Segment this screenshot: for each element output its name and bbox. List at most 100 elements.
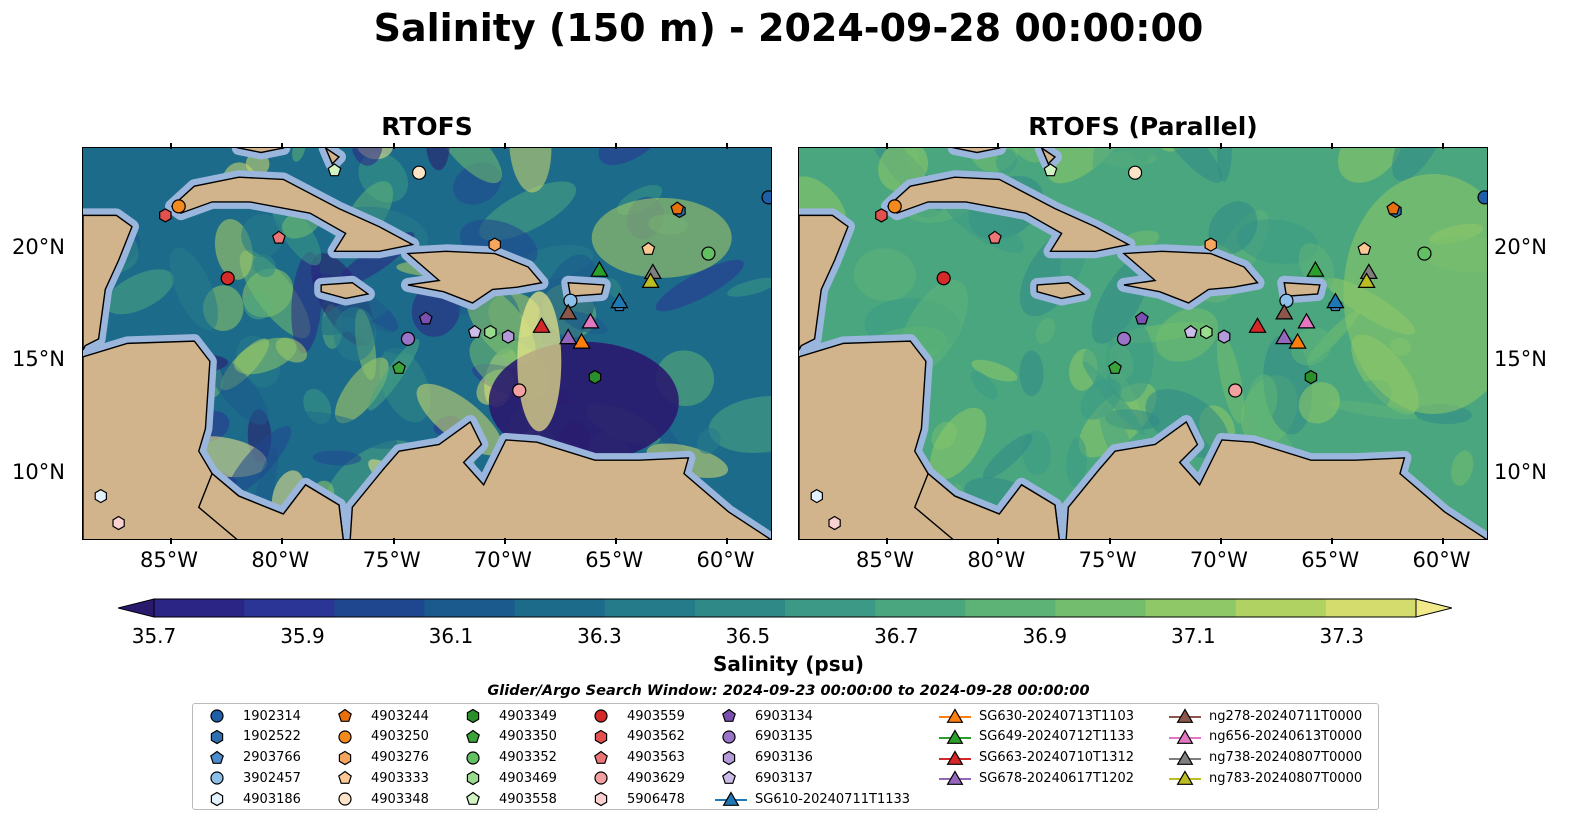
panel-title-rtofs-parallel: RTOFS (Parallel) — [1028, 112, 1258, 141]
legend-marker-icon — [1169, 749, 1201, 765]
argo-float-marker[interactable] — [641, 241, 656, 255]
land-mass — [886, 176, 1131, 253]
argo-float-marker[interactable] — [400, 331, 416, 346]
argo-float-marker[interactable] — [588, 369, 602, 385]
argo-float-marker[interactable] — [875, 208, 888, 223]
legend-marker-icon — [210, 729, 224, 744]
legend-entry: 4903558 — [457, 789, 557, 809]
glider-marker[interactable] — [532, 317, 551, 333]
legend-marker-icon — [939, 708, 971, 723]
argo-float-marker[interactable] — [1204, 237, 1217, 252]
glider-marker[interactable] — [559, 303, 578, 320]
land-mass — [1040, 148, 1057, 165]
argo-float-marker[interactable] — [1116, 331, 1132, 346]
glider-marker[interactable] — [590, 260, 609, 277]
legend-entry: 4903349 — [457, 706, 557, 726]
glider-marker[interactable] — [1288, 332, 1307, 349]
argo-float-marker[interactable] — [1108, 360, 1122, 374]
argo-float-marker[interactable] — [1304, 369, 1318, 385]
legend-marker-icon — [466, 708, 480, 724]
land-mass — [170, 176, 415, 253]
argo-float-marker[interactable] — [828, 515, 841, 531]
argo-float-marker[interactable] — [1043, 163, 1058, 177]
argo-float-marker[interactable] — [418, 311, 433, 325]
legend-label: 6903136 — [755, 750, 813, 766]
tick-mark — [503, 538, 506, 544]
argo-float-marker[interactable] — [501, 329, 515, 344]
colorbar-segment — [334, 599, 425, 617]
argo-float-marker[interactable] — [220, 271, 235, 286]
legend-label: 4903250 — [371, 729, 429, 745]
glider-marker[interactable] — [1275, 303, 1294, 320]
glider-marker[interactable] — [581, 312, 600, 329]
legend-label: 1902522 — [243, 729, 301, 745]
argo-float-marker[interactable] — [701, 246, 716, 261]
glider-marker[interactable] — [641, 272, 660, 288]
legend-marker-icon — [722, 750, 736, 765]
lon-tick-label: 70°W — [473, 548, 532, 572]
argo-float-marker[interactable] — [411, 165, 427, 180]
legend-label: 2903766 — [243, 750, 301, 766]
argo-float-marker[interactable] — [112, 515, 125, 531]
argo-float-marker[interactable] — [1217, 329, 1231, 344]
argo-float-marker[interactable] — [887, 199, 902, 214]
glider-marker[interactable] — [1275, 328, 1294, 345]
argo-float-marker[interactable] — [327, 163, 342, 177]
legend-entry: 4903276 — [329, 748, 429, 768]
argo-float-marker[interactable] — [563, 293, 578, 308]
argo-float-marker[interactable] — [467, 324, 482, 338]
argo-float-marker[interactable] — [761, 190, 772, 205]
argo-float-marker[interactable] — [512, 383, 527, 398]
argo-float-marker[interactable] — [1357, 241, 1372, 255]
glider-marker[interactable] — [1306, 260, 1325, 277]
colorbar-segment — [785, 599, 876, 617]
argo-float-marker[interactable] — [94, 488, 107, 504]
argo-float-marker[interactable] — [1386, 201, 1401, 215]
legend-marker-icon — [338, 771, 352, 785]
map-panel-rtofs[interactable] — [82, 147, 772, 540]
lon-tick-label: 70°W — [1189, 548, 1248, 572]
legend-marker-icon — [338, 708, 352, 722]
legend-entry: SG678-20240617T1202 — [937, 768, 1134, 788]
argo-float-marker[interactable] — [1279, 293, 1294, 308]
tick-mark — [1219, 538, 1222, 544]
glider-marker[interactable] — [572, 332, 591, 349]
glider-marker[interactable] — [1357, 272, 1376, 288]
map-panel-rtofs-parallel[interactable] — [798, 147, 1488, 540]
argo-float-marker[interactable] — [159, 208, 172, 223]
salinity-colorbar — [118, 598, 1452, 618]
argo-float-marker[interactable] — [1134, 311, 1149, 325]
argo-float-marker[interactable] — [1127, 165, 1143, 180]
argo-float-marker[interactable] — [670, 201, 685, 215]
argo-float-marker[interactable] — [1183, 324, 1198, 338]
glider-marker[interactable] — [1248, 317, 1267, 333]
colorbar-segment — [1235, 599, 1327, 617]
glider-marker[interactable] — [559, 328, 578, 345]
argo-float-marker[interactable] — [1477, 190, 1488, 205]
argo-float-marker[interactable] — [271, 230, 286, 244]
legend-entry: 6903134 — [713, 706, 813, 726]
land-mass — [236, 148, 285, 154]
glider-marker[interactable] — [1297, 312, 1316, 329]
argo-float-marker[interactable] — [936, 271, 951, 286]
argo-float-marker[interactable] — [488, 237, 501, 252]
legend-entry: 4903348 — [329, 789, 429, 809]
argo-float-marker[interactable] — [484, 324, 497, 340]
lat-tick-label: 15°N — [1494, 347, 1547, 372]
argo-float-marker[interactable] — [987, 230, 1002, 244]
argo-float-marker[interactable] — [1228, 383, 1243, 398]
colorbar-extend-min — [118, 598, 155, 618]
tick-mark — [1442, 143, 1445, 149]
tick-mark — [1331, 538, 1334, 544]
legend-entry: SG610-20240711T1133 — [713, 789, 910, 809]
argo-float-marker[interactable] — [1417, 246, 1432, 261]
glider-marker[interactable] — [1326, 292, 1345, 309]
argo-float-marker[interactable] — [810, 488, 823, 504]
legend-label: 4903563 — [627, 750, 685, 766]
argo-float-marker[interactable] — [171, 199, 186, 214]
argo-float-marker[interactable] — [392, 360, 406, 374]
legend-label: 4903350 — [499, 729, 557, 745]
glider-marker[interactable] — [610, 292, 629, 309]
argo-float-marker[interactable] — [1200, 324, 1213, 340]
legend-label: 4903333 — [371, 770, 429, 786]
